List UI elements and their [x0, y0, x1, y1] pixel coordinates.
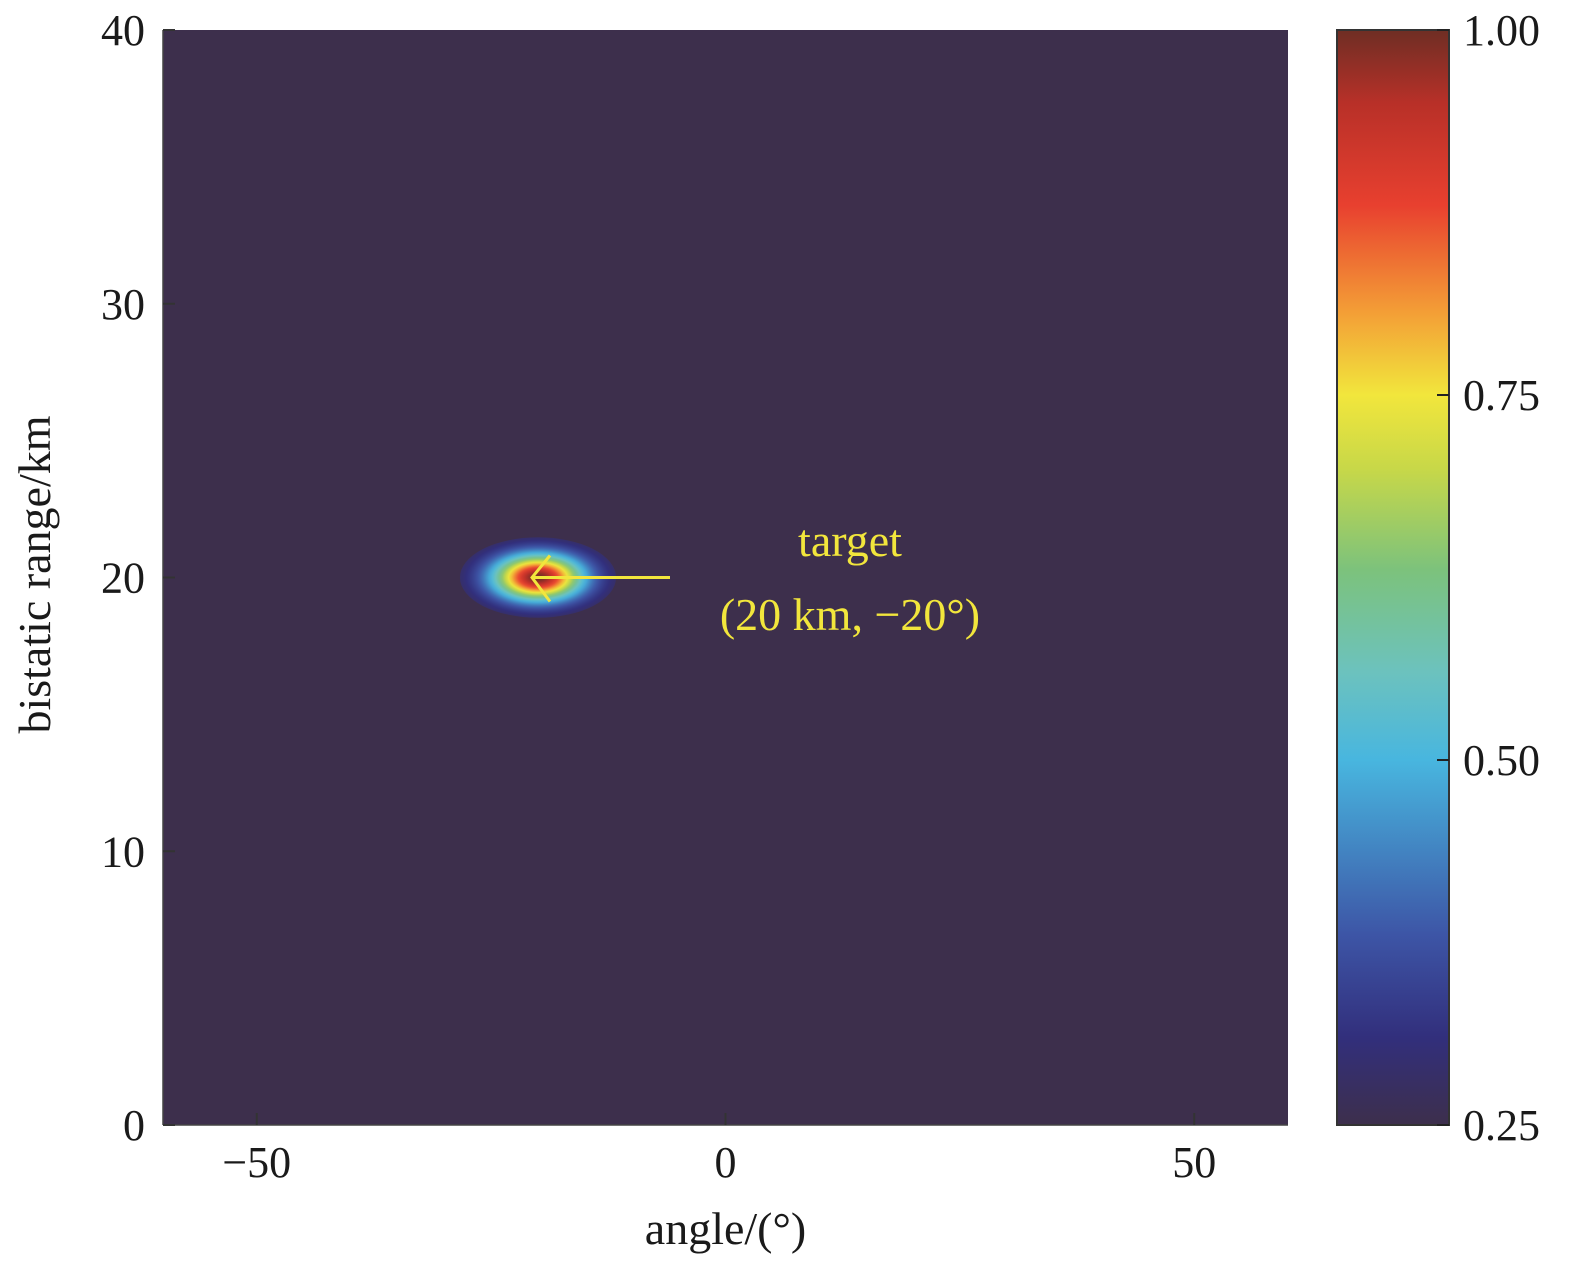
x-axis: −50 0 50	[163, 1113, 1288, 1187]
y-tick-label: 10	[101, 827, 145, 876]
x-axis-title: angle/(°)	[645, 1203, 806, 1254]
annotation-label-target: target	[798, 515, 902, 566]
colorbar-tick-label: 1.00	[1463, 6, 1540, 55]
colorbar-ticks: 0.25 0.50 0.75 1.00	[1437, 6, 1540, 1150]
y-tick-label: 20	[101, 554, 145, 603]
y-tick-label: 40	[101, 6, 145, 55]
y-tick-label: 0	[123, 1101, 145, 1150]
x-tick-label: 0	[715, 1138, 737, 1187]
heatmap-background	[163, 30, 1288, 1125]
x-tick-label: 50	[1172, 1138, 1216, 1187]
colorbar-tick-label: 0.25	[1463, 1101, 1540, 1150]
y-axis-title: bistatic range/km	[9, 415, 60, 733]
annotation-arrow-head	[530, 554, 552, 603]
colorbar-tick-label: 0.50	[1463, 736, 1540, 785]
colorbar-tick-label: 0.75	[1463, 371, 1540, 420]
y-tick-label: 30	[101, 280, 145, 329]
y-axis: 0 10 20 30 40	[101, 6, 175, 1150]
x-tick-label: −50	[222, 1138, 291, 1187]
target-annotation: target (20 km, −20°)	[530, 515, 980, 640]
annotation-label-coords: (20 km, −20°)	[720, 589, 980, 640]
colorbar: 0.25 0.50 0.75 1.00	[1336, 6, 1540, 1150]
colorbar-gradient	[1336, 29, 1450, 1126]
plot-area	[163, 30, 1288, 1125]
